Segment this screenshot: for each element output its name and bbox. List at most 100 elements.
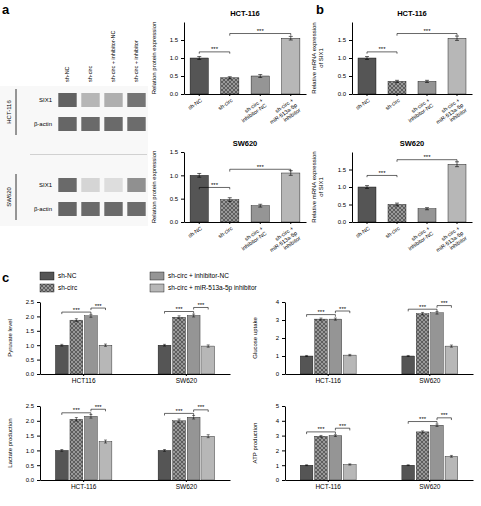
error-bar [207,345,210,347]
blot-row-label: β-actin [34,121,52,127]
y-axis-line [352,153,353,223]
blot-band [58,202,76,216]
y-tick-label: 1.5 [338,37,347,43]
y-tick-label: 1.0 [338,55,347,61]
y-tick-label: 0.0 [170,91,179,97]
legend-item: sh-circ + inhibitor-NC [150,272,229,280]
y-tick-label: 1.5 [26,328,35,334]
y-tick: 0.5 [338,202,352,208]
y-axis-line [285,407,286,481]
bar [70,320,83,374]
y-tick-label: 3 [276,433,280,439]
legend-label: sh-circ [58,284,78,291]
y-tick-label: 0.0 [26,371,35,377]
x-tick-label: sh-circ +miR-513a-5pinhibitor [431,225,468,258]
blot-band [127,93,145,107]
y-tick-mark [37,360,40,361]
x-tick: HCT-116 [71,480,97,490]
y-tick-mark [37,302,40,303]
bar [158,450,171,480]
legend-swatch [40,272,54,280]
panel-label: c [2,270,9,285]
error-bar [89,415,92,419]
text-line: sh-circ [384,97,401,111]
group-bracket [16,89,17,135]
bar [55,450,68,480]
x-tick-mark [229,94,230,96]
y-tick-label: 0.5 [338,73,347,79]
y-tick-mark [181,76,184,77]
y-tick: 1.5 [170,149,184,155]
legend-swatch [150,284,164,292]
y-tick-mark [181,94,184,95]
bar [85,416,98,480]
bar [190,175,208,222]
y-tick: 2.0 [26,418,40,424]
bar [388,205,406,223]
x-tick: HCT-116 [315,374,341,384]
y-tick-label: 0 [276,371,280,377]
text-line: of SIX1 [318,48,324,68]
bar [448,38,466,94]
y-tick-mark [181,199,184,200]
bar [202,436,215,480]
y-tick: 1 [276,463,285,469]
y-tick-mark [37,465,40,466]
y-axis: 012345 [276,403,286,483]
y-tick: 2.0 [26,314,40,320]
x-tick-label: sh-circ +inhibitor-NC [237,97,268,124]
plot-area [190,34,300,94]
error-bar [348,354,351,355]
error-bar [163,450,166,452]
error-bar [436,424,439,426]
legend-label: sh-circ + miR-513a-5p inhibitor [168,284,258,292]
y-tick-mark [282,356,285,357]
y-tick-mark [37,374,40,375]
y-tick-mark [282,436,285,437]
x-axis-line [286,374,474,375]
error-bar [450,345,453,347]
x-tick-mark [397,94,398,96]
x-tick: sh-circ +miR-513a-5pinhibitor [265,222,302,258]
blot-band [104,178,122,192]
text-line: Glucose uptake [252,316,258,358]
x-tick: SW620 [419,480,441,490]
y-tick-label: 0.5 [170,196,179,202]
figure: sh-NC sh-circ sh-circ + inhibitor-NC sh-cir… [0,0,481,506]
legend-label: sh-NC [58,272,77,279]
x-tick-mark [427,222,428,224]
x-tick-mark [457,94,458,96]
error-bar [192,415,195,419]
y-tick-label: 0.5 [170,73,179,79]
text-line: inhibitor-NC [240,230,267,252]
x-tick: sh-circ +miR-513a-5pinhibitor [431,222,468,258]
y-tick: 2 [276,335,285,341]
text-line: of SIX1 [318,177,324,197]
y-tick: 1.0 [26,448,40,454]
y-axis: 01234 [276,299,286,377]
y-tick-label: 0.0 [26,477,35,483]
text-line: inhibitor [448,235,467,251]
bar [388,81,406,94]
plot-area [55,307,214,374]
y-axis-title: Relation protein expression [151,22,157,95]
error-bar [60,450,63,452]
error-bar [425,208,429,210]
error-bar [421,431,424,433]
grouped-bar-chart: ************0.00.51.01.52.02.5HCT-116SW6… [7,403,231,489]
bar [358,187,376,222]
blot-row-label: β-actin [34,206,52,212]
error-bar [228,198,232,202]
y-tick: 0.0 [338,91,352,97]
blot-band [81,202,99,216]
y-tick: 0 [276,371,285,377]
y-tick: 0.5 [170,196,184,202]
bar [70,419,83,480]
x-tick: sh-circ +inhibitor-NC [237,222,268,252]
y-tick-mark [282,302,285,303]
x-axis: HCT-116SW620 [286,374,474,384]
y-tick: 0.5 [26,463,40,469]
text-line: sh-circ [217,225,234,239]
y-axis-line [40,407,41,481]
y-tick-label: 4 [276,299,280,305]
